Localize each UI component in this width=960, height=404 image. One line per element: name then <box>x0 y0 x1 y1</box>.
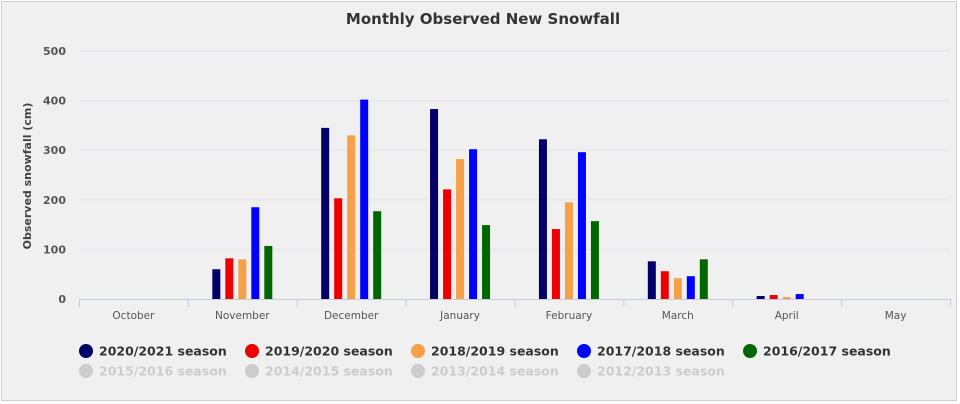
legend-label: 2012/2013 season <box>597 364 725 379</box>
legend-label: 2019/2020 season <box>265 344 393 359</box>
legend-item[interactable]: 2017/2018 season <box>577 344 725 359</box>
bar[interactable] <box>699 259 708 299</box>
x-tick-label: November <box>215 310 270 322</box>
x-tick-label: October <box>112 310 155 322</box>
bar[interactable] <box>373 211 382 299</box>
x-tick-label: January <box>439 310 480 322</box>
legend-label: 2017/2018 season <box>597 344 725 359</box>
x-tick-label: March <box>662 310 694 322</box>
axis-layer: 0 100 200 300 400 500 October November December J… <box>43 45 951 322</box>
legend-label: 2013/2014 season <box>431 364 559 379</box>
bar[interactable] <box>538 139 547 299</box>
bar[interactable] <box>482 225 491 299</box>
bar[interactable] <box>430 109 439 299</box>
y-tick-label: 0 <box>58 293 66 306</box>
bar[interactable] <box>251 207 260 299</box>
legend-item[interactable]: 2019/2020 season <box>245 344 393 359</box>
bar[interactable] <box>782 297 791 299</box>
legend-label: 2016/2017 season <box>763 344 891 359</box>
legend-swatch <box>411 344 425 358</box>
legend-item[interactable]: 2012/2013 season <box>577 364 725 379</box>
bar[interactable] <box>225 258 234 299</box>
legend-item[interactable]: 2016/2017 season <box>743 344 891 359</box>
x-tick-label: May <box>885 310 907 322</box>
y-tick-label: 400 <box>43 95 66 108</box>
legend-label: 2020/2021 season <box>99 344 227 359</box>
bar[interactable] <box>769 295 778 299</box>
bar[interactable] <box>551 229 560 299</box>
legend-swatch <box>245 364 259 378</box>
legend-swatch <box>743 344 757 358</box>
bar[interactable] <box>238 259 247 299</box>
legend-item[interactable]: 2018/2019 season <box>411 344 559 359</box>
legend-swatch <box>79 364 93 378</box>
bar[interactable] <box>577 152 586 299</box>
bar[interactable] <box>660 271 669 299</box>
bar[interactable] <box>686 276 695 299</box>
grid-layer <box>79 50 950 250</box>
legend-swatch <box>79 344 93 358</box>
bar[interactable] <box>469 149 478 299</box>
bar[interactable] <box>564 202 573 299</box>
legend-item[interactable]: 2014/2015 season <box>245 364 393 379</box>
x-tick-label: February <box>546 310 593 322</box>
bar[interactable] <box>590 221 599 299</box>
chart-title: Monthly Observed New Snowfall <box>346 10 620 28</box>
bar[interactable] <box>647 261 656 299</box>
y-tick-label: 300 <box>43 144 66 157</box>
legend-label: 2015/2016 season <box>99 364 227 379</box>
y-tick-label: 200 <box>43 194 66 207</box>
bar[interactable] <box>321 127 330 299</box>
y-axis-label: Observed snowfall (cm) <box>21 103 34 250</box>
bar[interactable] <box>360 99 369 299</box>
bar[interactable] <box>334 198 343 299</box>
bar[interactable] <box>795 294 804 299</box>
bar[interactable] <box>756 296 765 299</box>
legend-swatch <box>577 344 591 358</box>
legend-swatch <box>245 344 259 358</box>
x-tick-label: December <box>324 310 379 322</box>
y-tick-label: 100 <box>43 243 66 256</box>
x-tick-label: April <box>775 310 799 322</box>
legend-item[interactable]: 2020/2021 season <box>79 344 227 359</box>
bar[interactable] <box>456 159 465 299</box>
legend-item[interactable]: 2013/2014 season <box>411 364 559 379</box>
bar[interactable] <box>264 245 273 299</box>
bar[interactable] <box>673 278 682 299</box>
y-tick-label: 500 <box>43 45 66 58</box>
legend-swatch <box>577 364 591 378</box>
bar[interactable] <box>212 269 221 299</box>
legend-label: 2018/2019 season <box>431 344 559 359</box>
bar[interactable] <box>347 135 356 299</box>
legend-item[interactable]: 2015/2016 season <box>79 364 227 379</box>
bars-layer <box>212 99 804 299</box>
legend-swatch <box>411 364 425 378</box>
bar[interactable] <box>443 189 452 299</box>
legend: 2020/2021 season 2019/2020 season 2018/201… <box>79 344 891 379</box>
legend-label: 2014/2015 season <box>265 364 393 379</box>
